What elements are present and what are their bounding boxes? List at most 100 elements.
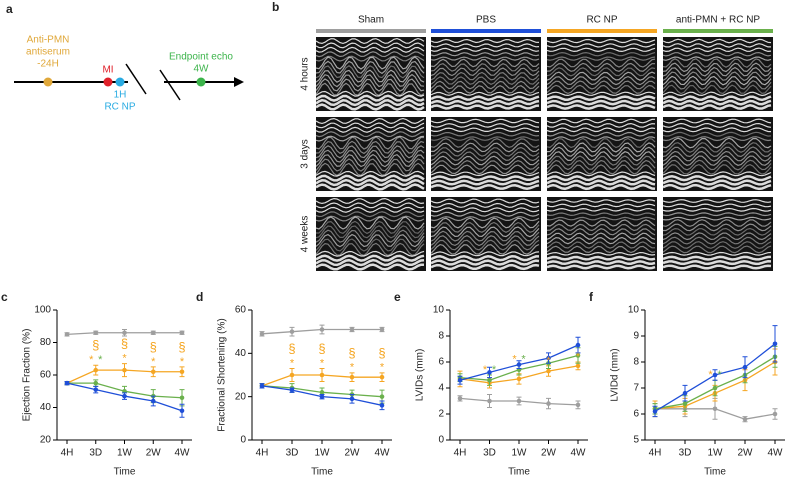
echo-texture: [546, 155, 656, 166]
data-point: [379, 394, 385, 399]
data-point: [179, 330, 185, 336]
echo-texture: [546, 67, 656, 77]
echo-texture: [546, 179, 656, 186]
annotation: *: [492, 364, 497, 376]
data-point: [379, 327, 385, 332]
echo-texture: [315, 183, 425, 191]
echo-texture: [662, 137, 772, 149]
echo-texture: [546, 75, 656, 86]
panel-letter: d: [196, 290, 203, 304]
annotation: §: [92, 338, 99, 353]
echo-texture: [315, 238, 425, 252]
timeline-label: RC NP: [104, 102, 135, 113]
annotation: *: [717, 369, 722, 381]
timeline-label: -24H: [37, 59, 59, 70]
echo-texture: [546, 38, 656, 44]
echo-texture: [662, 56, 772, 61]
echo-texture: [315, 103, 425, 111]
echo-texture: [662, 179, 772, 186]
annotation: *: [512, 354, 517, 366]
annotation: §: [318, 341, 325, 356]
x-axis-label: Time: [114, 467, 136, 478]
echo-texture: [430, 63, 540, 72]
data-point: [712, 385, 718, 391]
x-tick-label: 2W: [146, 448, 162, 459]
x-tick-label: 3D: [679, 448, 692, 459]
annotation: §: [288, 341, 295, 356]
echo-texture: [430, 171, 540, 177]
echo-texture: [663, 223, 772, 232]
echo-texture: [662, 91, 772, 97]
echo-texture: [315, 216, 425, 230]
echo-texture: [430, 118, 540, 124]
column-header: anti-PMN + RC NP: [676, 15, 761, 26]
data-point: [150, 369, 156, 375]
panel-letter: a: [6, 2, 13, 16]
echo-texture: [546, 251, 656, 256]
echo-texture: [430, 207, 540, 213]
data-point: [64, 380, 70, 386]
data-point: [150, 330, 156, 336]
x-tick-label: 4H: [454, 448, 467, 459]
y-tick-label: 60: [40, 370, 52, 381]
annotation: *: [521, 354, 526, 366]
y-tick-label: 2: [438, 409, 444, 420]
echo-texture: [315, 233, 425, 248]
timeline-label: Endpoint echo: [169, 52, 233, 63]
annotation: §: [150, 339, 157, 354]
echo-texture: [315, 254, 425, 262]
data-point: [93, 367, 99, 373]
echo-texture: [430, 43, 540, 48]
y-tick-label: 9: [633, 331, 639, 342]
echo-texture: [315, 56, 425, 70]
data-point: [487, 370, 492, 375]
echo-texture: [315, 149, 425, 163]
data-point: [575, 402, 581, 408]
echo-texture: [430, 136, 540, 141]
y-tick-label: 20: [235, 391, 247, 402]
timeline-label: 4W: [194, 64, 210, 75]
echo-texture: [315, 145, 425, 159]
echo-texture: [430, 151, 540, 162]
echo-grid: Sham PBS RC NP anti-PMN + RC NP 4 hours 3 day…: [300, 15, 773, 271]
echo-texture: [662, 219, 772, 227]
data-point: [379, 374, 385, 380]
data-point: [319, 390, 325, 395]
echo-texture: [546, 216, 656, 221]
echo-texture: [546, 136, 656, 142]
echo-texture: [546, 127, 656, 133]
echo-texture: [662, 51, 772, 57]
data-point: [575, 353, 581, 358]
data-point: [64, 332, 70, 337]
echo-texture: [430, 47, 540, 52]
echo-texture: [315, 94, 425, 102]
echo-texture: [430, 91, 540, 96]
column-header: RC NP: [586, 15, 617, 26]
echo-texture: [546, 236, 656, 245]
echo-texture: [546, 260, 656, 266]
annotation: *: [98, 354, 103, 366]
echo-texture: [430, 58, 540, 68]
echo-texture: [315, 250, 425, 257]
data-point: [546, 355, 551, 361]
echo-texture: [315, 140, 425, 155]
panel-letter: c: [1, 290, 8, 304]
echo-texture: [546, 104, 656, 110]
data-point: [349, 374, 355, 380]
echo-texture: [662, 150, 772, 162]
echo-texture: [546, 171, 656, 177]
data-point: [259, 383, 265, 389]
echo-texture: [315, 174, 425, 182]
y-tick-label: 10: [433, 305, 445, 316]
echo-texture: [546, 131, 656, 137]
data-point: [575, 342, 581, 348]
y-axis-label: Fractional Shortening (%): [217, 318, 228, 431]
x-tick-label: 4W: [768, 448, 784, 459]
echo-texture: [546, 159, 656, 171]
echo-texture: [315, 46, 425, 53]
echo-texture: [546, 241, 655, 249]
echo-texture: [546, 56, 656, 61]
data-point: [179, 395, 185, 401]
annotation: §: [348, 345, 355, 360]
echo-texture: [546, 62, 655, 73]
